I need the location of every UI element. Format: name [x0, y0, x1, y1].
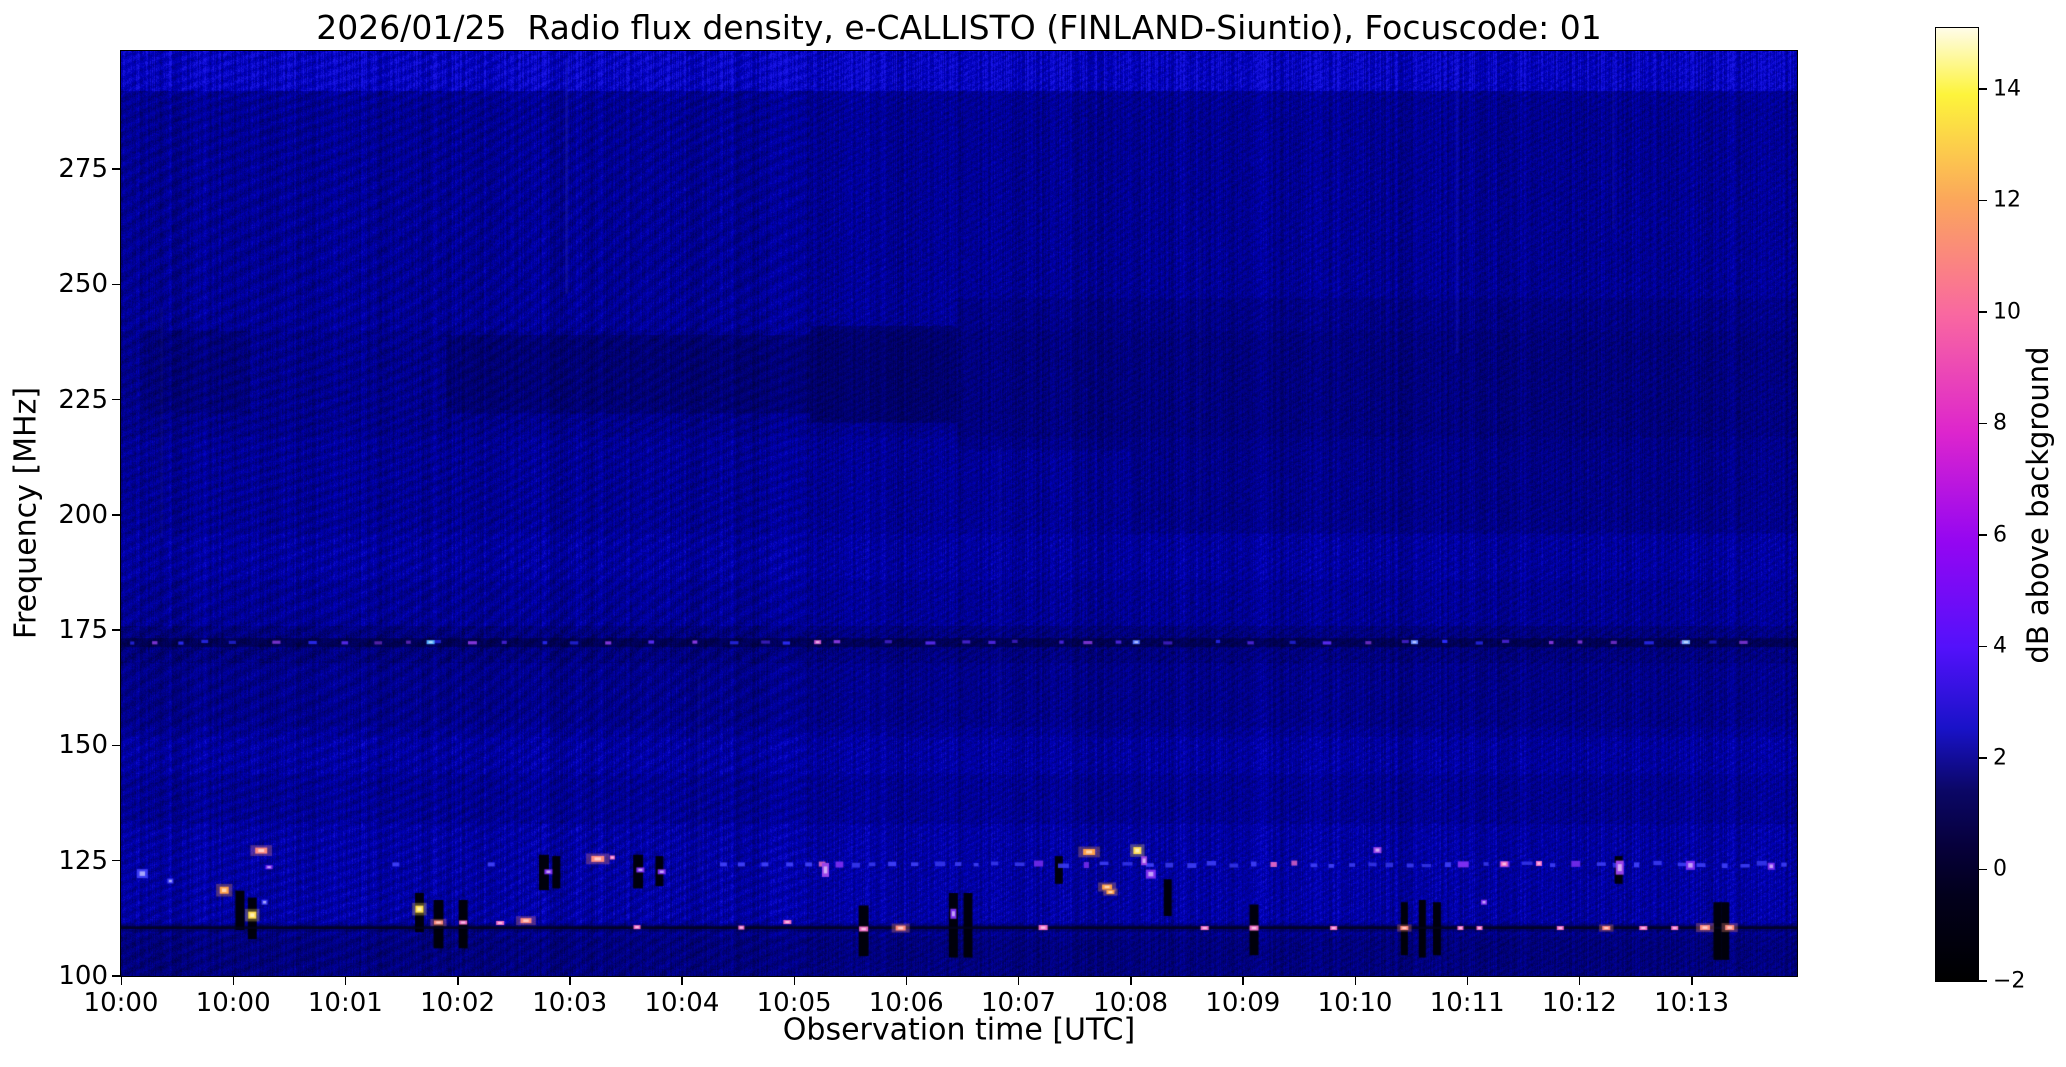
y-tick-mark — [112, 629, 121, 631]
x-tick-label: 10:01 — [307, 988, 383, 1018]
x-tick-mark — [1578, 976, 1581, 985]
x-tick-label: 10:03 — [532, 988, 608, 1018]
colorbar-tick-label: 14 — [1993, 76, 2021, 102]
colorbar-tick-label: 12 — [1993, 187, 2021, 213]
x-tick-mark — [344, 976, 347, 985]
x-tick-label: 10:00 — [83, 988, 159, 1018]
colorbar-tick-mark — [1979, 199, 1987, 202]
y-tick-mark — [112, 744, 121, 747]
colorbar-tick-label: 10 — [1993, 299, 2021, 325]
x-tick-mark — [457, 976, 459, 985]
x-tick-mark — [1017, 976, 1020, 985]
y-tick-mark — [112, 975, 121, 977]
colorbar-tick-mark — [1979, 645, 1987, 648]
x-tick-label: 10:11 — [1429, 988, 1505, 1018]
x-tick-label: 10:05 — [756, 988, 832, 1018]
spectrogram-canvas — [120, 50, 1798, 977]
x-tick-mark — [681, 976, 683, 985]
x-tick-mark — [1354, 976, 1356, 985]
colorbar-tick-label: 2 — [1993, 745, 2007, 771]
x-tick-label: 10:08 — [1093, 988, 1169, 1018]
colorbar-tick-label: 4 — [1993, 633, 2007, 659]
y-tick-label: 200 — [58, 499, 108, 530]
colorbar-tick-mark — [1979, 422, 1987, 425]
colorbar-tick-label: 8 — [1993, 410, 2007, 436]
colorbar-tick-label: 0 — [1993, 856, 2007, 882]
x-tick-label: 10:07 — [980, 988, 1056, 1018]
x-tick-label: 10:06 — [868, 988, 944, 1018]
y-tick-mark — [112, 398, 121, 401]
colorbar-tick-mark — [1979, 980, 1987, 982]
x-tick-mark — [569, 976, 571, 985]
x-tick-mark — [1242, 976, 1244, 985]
x-tick-label: 10:09 — [1205, 988, 1281, 1018]
plot-title: 2026/01/25 Radio flux density, e-CALLIST… — [316, 8, 1602, 47]
y-tick-label: 225 — [58, 384, 108, 415]
y-tick-mark — [112, 283, 121, 286]
y-tick-label: 125 — [58, 845, 108, 876]
x-axis-label: Observation time [UTC] — [782, 1012, 1136, 1048]
x-tick-label: 10:13 — [1654, 988, 1730, 1018]
y-tick-label: 150 — [58, 730, 108, 761]
y-tick-label: 250 — [58, 269, 108, 300]
y-tick-label: 275 — [58, 154, 108, 185]
y-tick-mark — [112, 168, 121, 170]
colorbar-tick-mark — [1979, 88, 1987, 90]
x-tick-mark — [120, 976, 122, 985]
colorbar-tick-mark — [1979, 534, 1987, 536]
colorbar-tick-label: −2 — [1993, 968, 2026, 994]
colorbar-tick-mark — [1979, 757, 1987, 759]
y-tick-label: 175 — [58, 615, 108, 646]
colorbar-gradient — [1935, 27, 1979, 982]
x-tick-label: 10:12 — [1541, 988, 1617, 1018]
x-tick-mark — [905, 976, 908, 985]
y-tick-mark — [112, 859, 121, 862]
x-tick-mark — [1130, 976, 1132, 985]
x-tick-label: 10:00 — [195, 988, 271, 1018]
x-tick-label: 10:04 — [644, 988, 720, 1018]
x-tick-mark — [1466, 976, 1469, 985]
colorbar-tick-label: 6 — [1993, 522, 2007, 548]
x-tick-mark — [793, 976, 796, 985]
colorbar-label: dB above background — [2021, 346, 2055, 664]
x-tick-label: 10:02 — [420, 988, 495, 1018]
x-tick-mark — [232, 976, 235, 985]
y-tick-label: 100 — [58, 961, 108, 991]
x-tick-label: 10:10 — [1317, 988, 1393, 1018]
colorbar-tick-mark — [1979, 868, 1987, 871]
colorbar-tick-mark — [1979, 311, 1987, 313]
y-tick-mark — [112, 514, 121, 516]
x-tick-mark — [1691, 976, 1693, 985]
